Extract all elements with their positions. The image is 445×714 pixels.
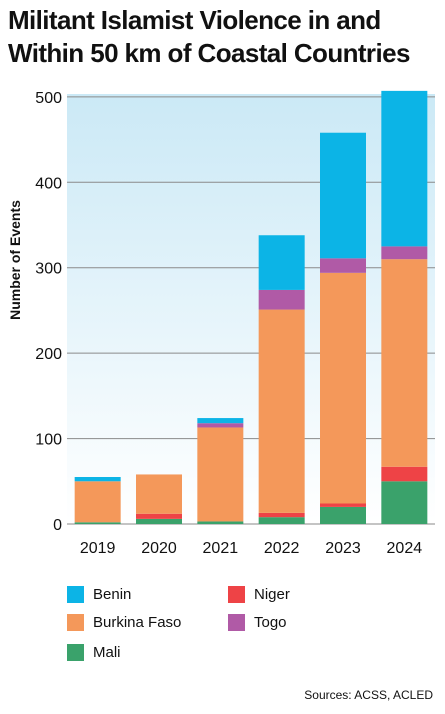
legend-item-togo: Togo — [228, 614, 287, 631]
bar-2022-togo — [258, 289, 305, 310]
y-axis-label: Number of Events — [7, 200, 23, 320]
chart-title-line-1: Militant Islamist Violence in and — [8, 5, 381, 35]
y-tick-label: 500 — [35, 90, 62, 107]
bar-2022-benin — [258, 235, 305, 290]
bar-2024-mali — [381, 481, 428, 524]
chart-title-line-2: Within 50 km of Coastal Countries — [8, 38, 410, 68]
legend-label: Niger — [254, 586, 290, 603]
bar-2023-benin — [320, 132, 366, 259]
bar-2022-niger — [258, 512, 305, 518]
x-tick-label: 2022 — [264, 540, 300, 557]
bar-chart: 0 100 200 300 400 500 2019 2020 2021 2022 2023 202… — [7, 90, 435, 557]
legend-label: Togo — [254, 614, 287, 631]
legend-label: Benin — [93, 586, 132, 603]
chart-title: Militant Islamist Violence in and Within… — [8, 4, 440, 70]
source-note: Sources: ACSS, ACLED — [304, 688, 433, 702]
legend-label: Burkina Faso — [93, 614, 182, 631]
bar-2023-togo — [320, 258, 366, 273]
x-tick-label: 2020 — [141, 540, 177, 557]
legend-item-benin: Benin — [67, 586, 131, 603]
bar-2021-burkina-faso — [197, 427, 244, 522]
bar-2024-togo — [381, 246, 428, 260]
legend-swatch — [67, 586, 84, 603]
bar-2024-burkina-faso — [381, 259, 428, 467]
bar-2023-mali — [320, 506, 366, 524]
legend-item-burkina-faso: Burkina Faso — [67, 614, 181, 631]
bar-2022-burkina-faso — [258, 309, 305, 513]
bar-2023-burkina-faso — [320, 272, 366, 504]
y-tick-label: 100 — [35, 432, 62, 449]
bar-2020-burkina-faso — [136, 474, 182, 514]
legend-swatch — [67, 644, 84, 661]
x-tick-label: 2021 — [203, 540, 239, 557]
bar-2020-niger — [136, 513, 182, 519]
legend-swatch — [228, 614, 245, 631]
bar-2021-togo — [197, 423, 244, 428]
x-tick-label: 2024 — [387, 540, 423, 557]
bar-2019-benin — [74, 477, 121, 482]
x-tick-label: 2019 — [80, 540, 116, 557]
x-tick-label: 2023 — [325, 540, 361, 557]
bar-2024-benin — [381, 90, 428, 247]
y-tick-label: 300 — [35, 261, 62, 278]
legend-item-niger: Niger — [228, 586, 290, 603]
bar-2024-niger — [381, 466, 428, 482]
legend-swatch — [67, 614, 84, 631]
bar-2023-niger — [320, 503, 366, 507]
bar-2021-mali — [197, 521, 244, 524]
bar-2022-mali — [258, 517, 305, 524]
bar-2019-burkina-faso — [74, 481, 121, 523]
y-tick-label: 200 — [35, 346, 62, 363]
y-tick-label: 0 — [53, 517, 62, 534]
legend-swatch — [228, 586, 245, 603]
legend-label: Mali — [93, 644, 121, 661]
bar-2020-mali — [136, 518, 182, 524]
bar-2019-mali — [74, 522, 121, 524]
legend-item-mali: Mali — [67, 644, 121, 661]
plot-background — [67, 94, 435, 524]
bar-2021-benin — [197, 418, 244, 424]
y-tick-label: 400 — [35, 175, 62, 192]
